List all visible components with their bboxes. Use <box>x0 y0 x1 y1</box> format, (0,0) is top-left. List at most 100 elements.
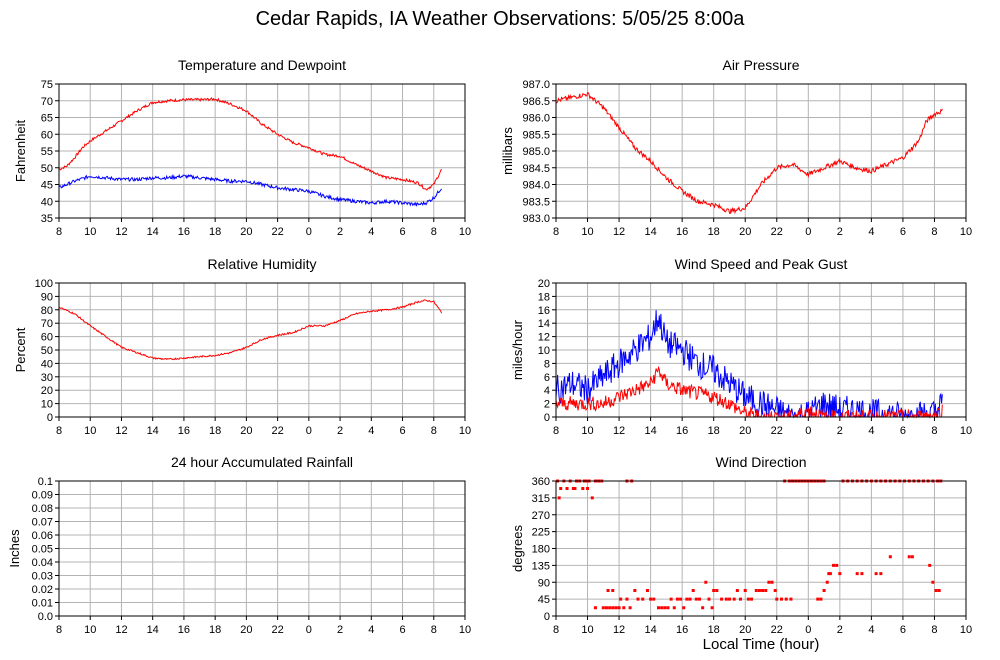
y-tick-label: 315 <box>532 493 550 505</box>
y-tick-label: 2 <box>544 399 550 411</box>
x-tick-label: 8 <box>431 226 437 238</box>
y-tick-label: 135 <box>532 560 550 572</box>
x-tick-label: 2 <box>837 624 843 636</box>
x-tick-label: 10 <box>960 624 972 636</box>
x-tick-label: 14 <box>644 425 656 437</box>
y-tick-label: 20 <box>41 385 53 397</box>
y-tick-label: 30 <box>41 372 53 384</box>
y-tick-label: 983.0 <box>522 213 550 225</box>
wind-direction-point <box>652 597 656 601</box>
wind-direction-point <box>784 597 788 601</box>
x-tick-label: 10 <box>581 624 593 636</box>
x-tick-label: 10 <box>581 425 593 437</box>
wind-direction-point <box>874 572 878 576</box>
x-tick-label: 14 <box>644 624 656 636</box>
y-tick-label: 0.1 <box>38 476 53 488</box>
chart-rain: 24 hour Accumulated Rainfall Inches 8 10 12 1… <box>7 454 471 636</box>
x-tick-label: 6 <box>900 624 906 636</box>
x-tick-label: 22 <box>771 226 783 238</box>
x-tick-label: 16 <box>676 425 688 437</box>
wind-direction-point <box>816 597 820 601</box>
x-tick-label: 12 <box>115 226 127 238</box>
x-tick-label: 8 <box>931 226 937 238</box>
x-tick-label: 0 <box>306 226 312 238</box>
x-tick-label: 0 <box>805 425 811 437</box>
wind-direction-point <box>601 606 605 610</box>
y-tick-label: 987.0 <box>522 79 550 91</box>
y-tick-label: 8 <box>544 358 550 370</box>
x-tick-label: 10 <box>84 624 96 636</box>
wind-direction-point <box>707 597 711 601</box>
chart-title: 24 hour Accumulated Rainfall <box>171 454 353 470</box>
y-tick-label: 0.09 <box>32 490 53 502</box>
y-tick-label: 75 <box>41 79 53 91</box>
y-tick-label: 60 <box>41 332 53 344</box>
y-tick-label: 0 <box>47 412 53 424</box>
wind-direction-point <box>633 589 637 592</box>
x-tick-label: 12 <box>115 425 127 437</box>
wind-direction-point <box>888 555 892 559</box>
wind-direction-point <box>625 597 629 601</box>
x-tick-label: 22 <box>271 226 283 238</box>
wind-direction-point <box>827 572 831 576</box>
wind-direction-point <box>767 580 771 584</box>
x-tick-label: 8 <box>56 425 62 437</box>
wind-direction-point <box>593 606 597 610</box>
x-tick-label: 4 <box>368 226 374 238</box>
wind-direction-point <box>611 589 615 592</box>
x-tick-label: 20 <box>739 624 751 636</box>
wind-direction-point <box>732 597 736 601</box>
wind-direction-point <box>750 597 754 601</box>
x-tick-label: 10 <box>459 624 471 636</box>
wind-direction-point <box>934 589 938 592</box>
y-tick-label: 0.01 <box>32 598 53 610</box>
wind-direction-point <box>928 563 932 567</box>
wind-direction-point <box>606 589 610 592</box>
wind-direction-point <box>754 589 758 592</box>
x-tick-label: 0 <box>306 624 312 636</box>
y-axis-label: Percent <box>13 327 28 372</box>
x-tick-label: 12 <box>115 624 127 636</box>
x-tick-label: 20 <box>739 425 751 437</box>
y-tick-label: 80 <box>41 305 53 317</box>
x-tick-label: 22 <box>771 425 783 437</box>
wind-direction-point <box>557 496 561 500</box>
x-tick-label: 8 <box>56 226 62 238</box>
wind-direction-point <box>819 597 823 601</box>
chart-title: Temperature and Dewpoint <box>178 57 346 73</box>
y-tick-label: 65 <box>41 113 53 125</box>
wind-direction-point <box>879 572 883 576</box>
wind-direction-point <box>581 487 585 490</box>
x-tick-label: 22 <box>771 624 783 636</box>
chart-title: Air Pressure <box>722 57 799 73</box>
y-tick-label: 16 <box>538 305 550 317</box>
y-tick-label: 70 <box>41 96 53 108</box>
wind-direction-point <box>761 589 765 592</box>
x-tick-label: 16 <box>178 624 190 636</box>
x-tick-label: 8 <box>431 624 437 636</box>
x-tick-label: 10 <box>84 425 96 437</box>
y-tick-label: 50 <box>41 345 53 357</box>
x-tick-label: 12 <box>613 624 625 636</box>
wind-direction-point <box>704 580 708 584</box>
x-tick-label: 6 <box>399 226 405 238</box>
wind-direction-point <box>764 589 768 592</box>
y-tick-label: 225 <box>532 527 550 539</box>
x-tick-label: 16 <box>676 226 688 238</box>
wind-direction-point <box>604 606 608 610</box>
series-line <box>555 310 943 419</box>
x-tick-label: 16 <box>676 624 688 636</box>
x-tick-label: 0 <box>306 425 312 437</box>
plot-frame <box>555 480 967 617</box>
wind-direction-point <box>828 572 832 576</box>
wind-direction-point <box>710 606 714 610</box>
y-tick-label: 6 <box>544 372 550 384</box>
y-tick-label: 270 <box>532 510 550 522</box>
plot-frame <box>58 83 466 219</box>
y-tick-label: 0 <box>544 412 550 424</box>
x-tick-label: 20 <box>240 425 252 437</box>
x-tick-label: 0 <box>805 624 811 636</box>
x-tick-label: 4 <box>368 624 374 636</box>
y-tick-label: 0.07 <box>32 517 53 529</box>
y-tick-label: 985.5 <box>522 129 550 141</box>
